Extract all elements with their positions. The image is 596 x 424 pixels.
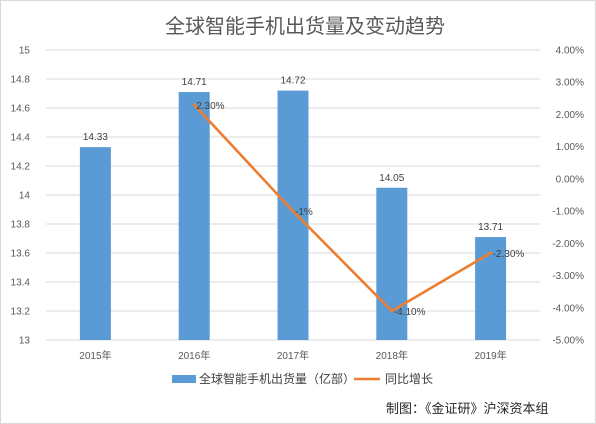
line-point [489,251,493,255]
left-tick-label: 13.8 [11,220,31,231]
line-series [192,103,493,313]
line-value-label: 2.30% [196,101,224,112]
bar [376,187,408,340]
left-tick-label: 14.4 [11,133,31,144]
category-label: 2016年 [178,349,210,362]
right-tick-label: -4.00% [552,303,584,314]
category-labels: 2015年 2016年 2017年 2018年 2019年 [79,349,506,362]
left-tick-label: 15 [19,46,31,57]
left-tick-label: 14.2 [11,162,31,173]
left-tick-label: 14 [19,191,31,202]
left-tick-label: 14.8 [11,75,31,86]
bar [79,147,111,340]
left-tick-label: 13.4 [11,278,31,289]
left-axis-ticks: 13 13.2 13.4 13.6 13.8 14 14.2 14.4 14.6 14.8 15 [11,46,31,347]
left-tick-label: 13 [19,336,31,347]
bar-data-labels: 14.33 14.71 14.72 14.05 13.71 [83,76,504,233]
right-tick-label: -1.00% [552,207,584,218]
category-label: 2019年 [474,349,506,362]
category-label: 2018年 [376,349,408,362]
legend-bar-swatch [172,375,196,383]
line-point [390,309,394,313]
legend-bar-label: 全球智能手机出货量（亿部） [199,371,355,386]
bar-value-label: 13.71 [478,222,503,233]
right-tick-label: 0.00% [556,174,584,185]
growth-line [193,103,492,313]
right-tick-label: 3.00% [556,78,584,89]
right-tick-label: 4.00% [556,46,584,57]
bar-value-label: 14.33 [83,132,108,143]
category-label: 2017年 [277,349,309,362]
left-tick-label: 13.2 [11,307,31,318]
source-note: 制图：《金证研》沪深资本组 [386,401,549,417]
right-tick-label: -2.00% [552,239,584,250]
right-tick-label: 1.00% [556,142,584,153]
bar-value-label: 14.05 [379,173,404,184]
line-data-labels: 2.30% -1% -4.10% -2.30% [196,101,524,318]
right-tick-label: -3.00% [552,271,584,282]
line-value-label: -4.10% [394,307,426,318]
legend: 全球智能手机出货量（亿部） 同比增长 [172,371,433,386]
bar-value-label: 14.71 [182,77,207,88]
line-value-label: -1% [295,207,313,218]
right-tick-label: -5.00% [552,336,584,347]
right-axis-ticks: -5.00% -4.00% -3.00% -2.00% -1.00% 0.00% 1.00%… [552,46,584,347]
line-value-label: -2.30% [493,249,525,260]
bar-value-label: 14.72 [280,76,305,87]
line-point [291,209,295,213]
chart-title: 全球智能手机出货量及变动趋势 [165,14,445,38]
right-tick-label: 2.00% [556,110,584,121]
bar [277,90,309,340]
legend-line-label: 同比增长 [385,372,433,386]
bar [178,92,210,340]
line-point [192,103,196,107]
category-label: 2015年 [79,349,111,362]
left-tick-label: 13.6 [11,249,31,260]
bar-series [79,90,507,340]
left-tick-label: 14.6 [11,104,31,115]
